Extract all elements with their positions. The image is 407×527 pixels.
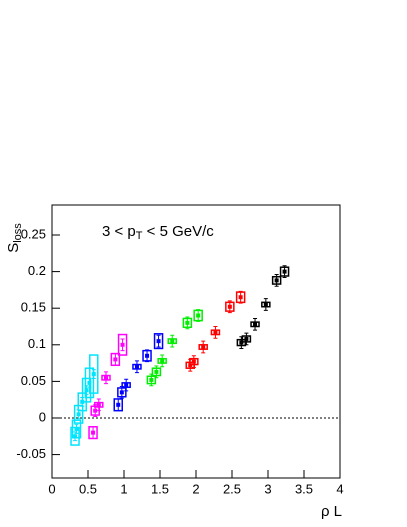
point [74, 426, 79, 431]
point [196, 313, 201, 318]
point [263, 302, 268, 307]
point [113, 357, 118, 362]
plot-frame [51, 204, 341, 479]
y-tick-label: 0.2 [28, 263, 46, 278]
y-label-text: S [5, 243, 22, 253]
point [91, 372, 96, 377]
point [134, 364, 139, 369]
sys-box [89, 354, 99, 394]
y-tick-label: 0.05 [21, 373, 46, 388]
point [96, 402, 101, 407]
point [191, 359, 196, 364]
point [120, 342, 125, 347]
y-tick-label: 0.15 [21, 300, 46, 315]
point [213, 330, 218, 335]
point [253, 322, 258, 327]
x-tick-label: 1 [120, 481, 127, 496]
y-label-sub: loss [12, 223, 24, 243]
point [244, 336, 249, 341]
chart-title: 3 < pT < 5 GeV/c [102, 223, 214, 242]
point [119, 390, 124, 395]
point [73, 434, 78, 439]
point [91, 430, 96, 435]
point [116, 402, 121, 407]
title-text: 3 < p [102, 223, 136, 240]
point [282, 269, 287, 274]
x-tick-label: 0.5 [79, 481, 97, 496]
point [160, 358, 165, 363]
point [93, 408, 98, 413]
point [156, 339, 161, 344]
point [84, 388, 89, 393]
point [170, 339, 175, 344]
x-tick-label: 3 [264, 481, 271, 496]
y-axis-label: Sloss [5, 223, 24, 253]
x-tick-label: 2 [192, 481, 199, 496]
sys-box [117, 333, 128, 356]
sys-box [153, 333, 164, 350]
point [274, 278, 279, 283]
point [154, 369, 159, 374]
title-text: < 5 GeV/c [143, 223, 215, 240]
point [149, 377, 154, 382]
point [145, 353, 150, 358]
x-tick-label: 2.5 [223, 481, 241, 496]
y-tick-label: 0 [39, 409, 46, 424]
x-tick-label: 4 [336, 481, 343, 496]
y-tick-label: 0.25 [21, 226, 46, 241]
title-sub: T [136, 230, 143, 242]
x-tick-label: 1.5 [151, 481, 169, 496]
point [104, 375, 108, 380]
point [238, 295, 243, 300]
sys-box [81, 377, 92, 403]
x-tick-label: 3.5 [295, 481, 313, 496]
x-axis-label: ρ L [321, 503, 342, 520]
point [185, 320, 190, 325]
point [124, 383, 129, 388]
point [76, 412, 81, 417]
point [201, 344, 206, 349]
sys-box [71, 419, 82, 439]
point [227, 304, 232, 309]
x-tick-label: 0 [48, 481, 55, 496]
y-tick-label: -0.05 [16, 446, 46, 461]
point [239, 340, 244, 345]
y-tick-label: 0.1 [28, 336, 46, 351]
